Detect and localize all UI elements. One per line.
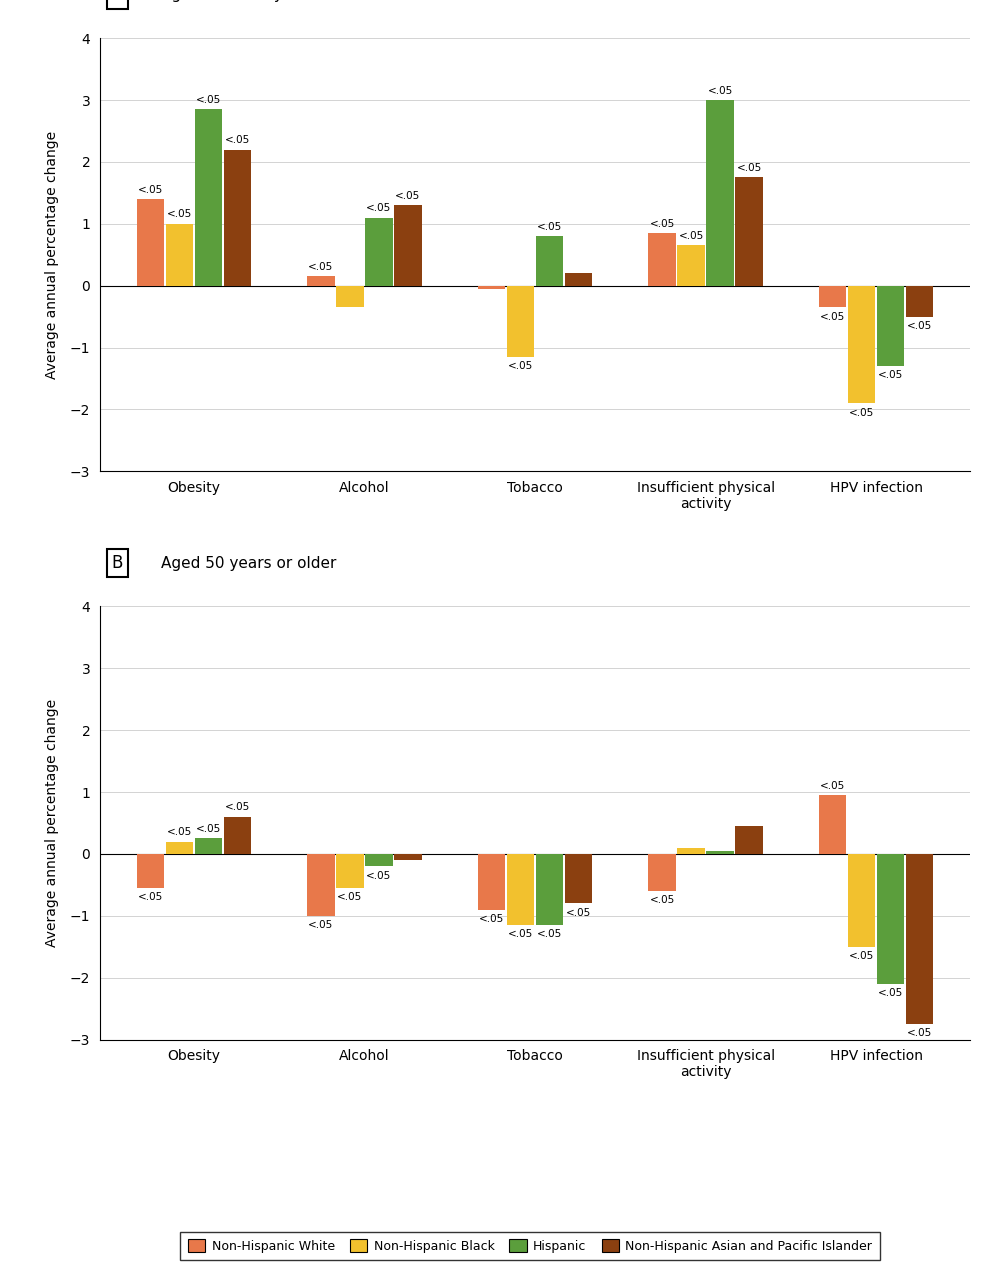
Bar bbox=[565, 274, 592, 285]
Bar bbox=[819, 796, 846, 854]
Legend: Non-Hispanic White, Non-Hispanic Black, Hispanic, Non-Hispanic Asian and Pacific: Non-Hispanic White, Non-Hispanic Black, … bbox=[180, 1232, 880, 1260]
Y-axis label: Average annual percentage change: Average annual percentage change bbox=[45, 699, 59, 947]
Text: <.05: <.05 bbox=[537, 929, 562, 939]
Text: <.05: <.05 bbox=[308, 262, 334, 272]
Text: <.05: <.05 bbox=[537, 222, 562, 232]
Bar bbox=[677, 246, 705, 285]
Text: <.05: <.05 bbox=[138, 892, 163, 903]
Bar bbox=[336, 285, 364, 307]
Bar bbox=[877, 285, 904, 367]
Text: <.05: <.05 bbox=[337, 892, 363, 903]
Bar bbox=[536, 237, 563, 285]
Bar bbox=[365, 854, 393, 867]
Bar bbox=[307, 276, 335, 285]
Text: <.05: <.05 bbox=[225, 135, 250, 145]
Text: <.05: <.05 bbox=[167, 210, 192, 219]
Bar bbox=[137, 854, 164, 889]
Text: <.05: <.05 bbox=[707, 85, 733, 95]
Bar bbox=[906, 854, 933, 1023]
Text: Aged 20 to 49 years: Aged 20 to 49 years bbox=[161, 0, 316, 3]
Bar bbox=[307, 854, 335, 915]
Bar bbox=[677, 848, 705, 854]
Bar bbox=[478, 285, 505, 289]
Bar bbox=[877, 854, 904, 984]
Bar bbox=[137, 199, 164, 285]
Text: <.05: <.05 bbox=[736, 163, 762, 173]
Text: <.05: <.05 bbox=[820, 312, 845, 322]
Text: <.05: <.05 bbox=[907, 321, 932, 331]
Text: <.05: <.05 bbox=[649, 219, 675, 229]
Text: <.05: <.05 bbox=[308, 920, 334, 931]
Bar bbox=[195, 109, 222, 285]
Text: <.05: <.05 bbox=[849, 407, 874, 418]
Bar bbox=[565, 854, 592, 904]
Bar bbox=[848, 285, 875, 404]
Bar bbox=[735, 177, 763, 285]
Bar bbox=[224, 149, 251, 285]
Bar bbox=[706, 101, 734, 285]
Bar bbox=[195, 839, 222, 854]
Bar bbox=[906, 285, 933, 317]
Text: A: A bbox=[112, 0, 123, 4]
Text: <.05: <.05 bbox=[878, 988, 903, 998]
Text: <.05: <.05 bbox=[566, 908, 591, 918]
Text: <.05: <.05 bbox=[678, 232, 704, 241]
Bar bbox=[507, 285, 534, 356]
Text: <.05: <.05 bbox=[508, 929, 533, 939]
Bar bbox=[507, 854, 534, 925]
Bar bbox=[394, 854, 422, 861]
Text: <.05: <.05 bbox=[649, 895, 675, 905]
Text: B: B bbox=[112, 554, 123, 572]
Text: <.05: <.05 bbox=[138, 185, 163, 195]
Bar bbox=[166, 841, 193, 854]
Y-axis label: Average annual percentage change: Average annual percentage change bbox=[45, 131, 59, 379]
Text: <.05: <.05 bbox=[395, 191, 421, 201]
Bar bbox=[536, 854, 563, 925]
Text: <.05: <.05 bbox=[196, 824, 221, 834]
Bar bbox=[336, 854, 364, 889]
Bar bbox=[706, 850, 734, 854]
Text: <.05: <.05 bbox=[820, 780, 845, 791]
Text: <.05: <.05 bbox=[878, 370, 903, 381]
Bar bbox=[365, 218, 393, 285]
Text: <.05: <.05 bbox=[167, 827, 192, 838]
Bar bbox=[478, 854, 505, 910]
Bar bbox=[848, 854, 875, 947]
Text: <.05: <.05 bbox=[907, 1029, 932, 1039]
Bar bbox=[224, 817, 251, 854]
Bar bbox=[166, 224, 193, 285]
Bar bbox=[394, 205, 422, 285]
Text: <.05: <.05 bbox=[366, 204, 392, 214]
Bar bbox=[735, 826, 763, 854]
Text: <.05: <.05 bbox=[849, 951, 874, 961]
Text: <.05: <.05 bbox=[366, 871, 392, 881]
Text: Aged 50 years or older: Aged 50 years or older bbox=[161, 555, 336, 570]
Text: <.05: <.05 bbox=[479, 914, 504, 924]
Text: <.05: <.05 bbox=[508, 362, 533, 372]
Text: <.05: <.05 bbox=[225, 802, 250, 812]
Bar bbox=[648, 233, 676, 285]
Bar bbox=[819, 285, 846, 307]
Bar bbox=[648, 854, 676, 891]
Text: <.05: <.05 bbox=[196, 95, 221, 104]
